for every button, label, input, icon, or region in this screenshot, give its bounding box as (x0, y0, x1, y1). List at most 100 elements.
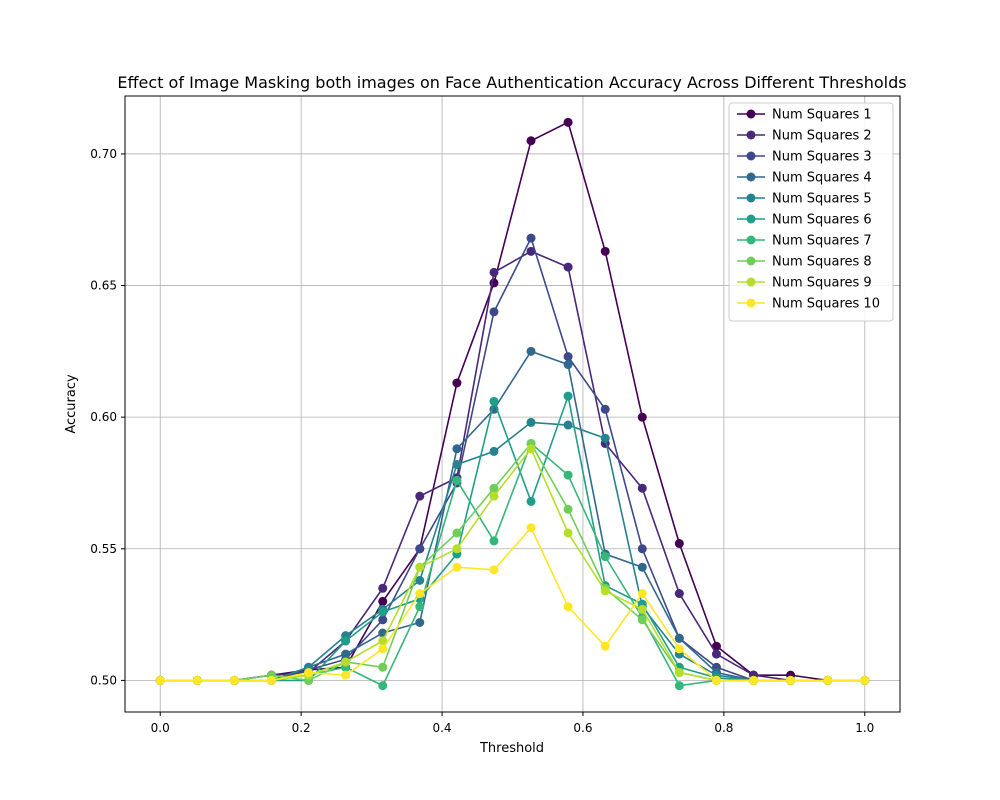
legend-marker (746, 235, 756, 245)
data-point (452, 444, 462, 454)
data-point (563, 420, 573, 430)
legend-item: Num Squares 10 (737, 297, 880, 312)
data-point (637, 562, 647, 572)
legend-marker (746, 109, 756, 119)
legend-marker (746, 256, 756, 266)
data-point (489, 483, 499, 493)
legend-label: Num Squares 6 (772, 213, 872, 228)
legend-item: Num Squares 4 (737, 171, 872, 186)
data-point (304, 668, 314, 678)
data-point (600, 552, 610, 562)
data-point (526, 233, 536, 243)
data-point (563, 117, 573, 127)
data-point (637, 615, 647, 625)
x-tick-label: 0.2 (292, 721, 311, 735)
legend-label: Num Squares 2 (772, 129, 872, 144)
data-point (266, 675, 276, 685)
series-line (160, 447, 865, 682)
data-point (637, 483, 647, 493)
data-point (489, 536, 499, 546)
data-point (489, 565, 499, 575)
y-tick-label: 0.60 (90, 410, 117, 424)
data-point (600, 404, 610, 414)
data-point (489, 396, 499, 406)
data-point (860, 675, 870, 685)
series-line (160, 350, 865, 682)
data-point (711, 675, 721, 685)
chart-title: Effect of Image Masking both images on F… (117, 73, 906, 92)
data-point (711, 649, 721, 659)
data-point (415, 575, 425, 585)
legend-item: Num Squares 1 (737, 108, 872, 123)
data-point (489, 446, 499, 456)
legend-item: Num Squares 8 (737, 255, 872, 270)
legend-marker (746, 172, 756, 182)
data-point (563, 262, 573, 272)
data-point (489, 267, 499, 277)
data-point (526, 444, 536, 454)
legend-item: Num Squares 5 (737, 192, 872, 207)
data-point (341, 670, 351, 680)
data-point (786, 675, 796, 685)
series-8 (155, 438, 870, 685)
data-point (415, 617, 425, 627)
data-point (155, 675, 165, 685)
data-point (452, 475, 462, 485)
series-line (160, 442, 865, 687)
series-5 (155, 417, 870, 685)
series-4 (155, 346, 870, 685)
series-line (160, 250, 865, 682)
data-point (341, 636, 351, 646)
series-line (160, 526, 865, 682)
legend-item: Num Squares 3 (737, 150, 872, 165)
legend-frame (728, 102, 894, 322)
series-line (160, 421, 865, 682)
y-tick-label: 0.65 (90, 279, 117, 293)
series-6 (155, 391, 870, 685)
x-tick-label: 0.4 (432, 721, 451, 735)
data-point (637, 544, 647, 554)
data-point (452, 562, 462, 572)
data-point (341, 657, 351, 667)
legend-label: Num Squares 9 (772, 276, 872, 291)
legend-label: Num Squares 7 (772, 234, 872, 249)
series-10 (155, 523, 870, 685)
series-line (160, 442, 865, 682)
data-point (674, 633, 684, 643)
data-point (563, 528, 573, 538)
legend-marker (746, 214, 756, 224)
legend-marker (746, 298, 756, 308)
data-point (526, 496, 536, 506)
data-point (415, 562, 425, 572)
data-point (600, 246, 610, 256)
data-point (452, 528, 462, 538)
data-point (526, 417, 536, 427)
data-point (526, 346, 536, 356)
data-point (674, 681, 684, 691)
y-tick-label: 0.50 (90, 673, 117, 687)
data-point (229, 675, 239, 685)
data-point (415, 491, 425, 501)
x-tick-label: 0.0 (151, 721, 170, 735)
data-point (563, 470, 573, 480)
y-tick-label: 0.55 (90, 542, 117, 556)
data-point (600, 641, 610, 651)
data-point (489, 491, 499, 501)
legend-marker (746, 277, 756, 287)
data-point (674, 668, 684, 678)
legend-item: Num Squares 2 (737, 129, 872, 144)
data-point (192, 675, 202, 685)
data-point (526, 246, 536, 256)
x-tick-label: 0.8 (714, 721, 733, 735)
data-point (415, 589, 425, 599)
data-point (378, 636, 388, 646)
data-point (526, 523, 536, 533)
data-point (563, 352, 573, 362)
data-point (563, 602, 573, 612)
x-axis-label: Threshold (479, 741, 544, 756)
data-point (341, 649, 351, 659)
data-point (378, 662, 388, 672)
legend-label: Num Squares 5 (772, 192, 872, 207)
data-point (563, 504, 573, 514)
legend-label: Num Squares 4 (772, 171, 872, 186)
